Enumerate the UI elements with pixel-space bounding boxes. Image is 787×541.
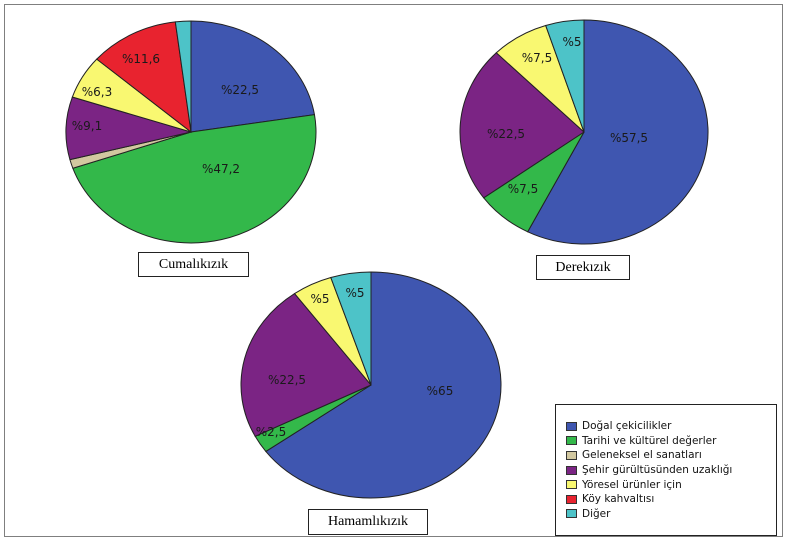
slice-label: %9,1 (72, 119, 103, 133)
caption-cumalikizik: Cumalıkızık (138, 252, 249, 277)
slice-label: %5 (310, 292, 329, 306)
pie-1: %57,5 %7,5 %22,5 %7,5 %5 (459, 19, 709, 245)
legend-label: Geleneksel el sanatları (582, 449, 702, 462)
pie-slice (190, 20, 316, 133)
pie-2: %65 %2,5 %22,5 %5 %5 (240, 271, 502, 499)
slice-label: %47,2 (202, 162, 240, 176)
legend: Doğal çekicilikler Tarihi ve kültürel de… (555, 404, 777, 536)
slice-label: %22,5 (221, 83, 259, 97)
legend-swatch (566, 480, 577, 490)
pie-slice (459, 52, 585, 199)
pie-slice (527, 19, 709, 245)
slice-label: %57,5 (610, 131, 648, 145)
legend-swatch (566, 450, 577, 460)
legend-swatch (566, 494, 577, 504)
pie-slice (330, 271, 372, 386)
legend-label: Tarihi ve kültürel değerler (582, 434, 717, 447)
slice-label: %5 (562, 35, 581, 49)
pie-slice (265, 271, 502, 499)
caption-hamamlikizik: Hamamlıkızık (308, 509, 428, 535)
pie-0: %22,5 %47,2 %9,1 %6,3 %11,6 (65, 20, 317, 244)
pie-slice (174, 20, 192, 133)
slice-label: %6,3 (82, 85, 113, 99)
slice-label: %11,6 (122, 52, 160, 66)
legend-swatch (566, 436, 577, 446)
legend-label: Yöresel ürünler için (582, 478, 682, 491)
pie-slice (95, 21, 192, 134)
caption-derekizik: Derekızık (536, 255, 630, 280)
slice-label: %22,5 (268, 373, 306, 387)
legend-item-tarihi: Tarihi ve kültürel değerler (566, 434, 776, 449)
slice-label: %65 (427, 384, 454, 398)
legend-item-dogal: Doğal çekicilikler (566, 419, 776, 434)
pie-slice (72, 114, 317, 244)
legend-item-koy: Köy kahvaltısı (566, 492, 776, 507)
pie-slice (545, 19, 585, 133)
legend-swatch (566, 465, 577, 475)
slice-label: %7,5 (522, 51, 553, 65)
slice-label: %22,5 (487, 127, 525, 141)
legend-swatch (566, 421, 577, 431)
legend-label: Diğer (582, 507, 611, 520)
slice-label: %7,5 (508, 182, 539, 196)
legend-item-diger: Diğer (566, 507, 776, 522)
legend-item-sehir: Şehir gürültüsünden uzaklığı (566, 463, 776, 478)
legend-label: Doğal çekicilikler (582, 420, 672, 433)
legend-swatch (566, 509, 577, 519)
legend-item-yoresel: Yöresel ürünler için (566, 477, 776, 492)
slice-label: %5 (345, 286, 364, 300)
legend-label: Köy kahvaltısı (582, 493, 655, 506)
legend-item-geleneksel: Geleneksel el sanatları (566, 448, 776, 463)
legend-label: Şehir gürültüsünden uzaklığı (582, 464, 733, 477)
pie-slice (240, 292, 372, 437)
slice-label: %2,5 (256, 425, 287, 439)
